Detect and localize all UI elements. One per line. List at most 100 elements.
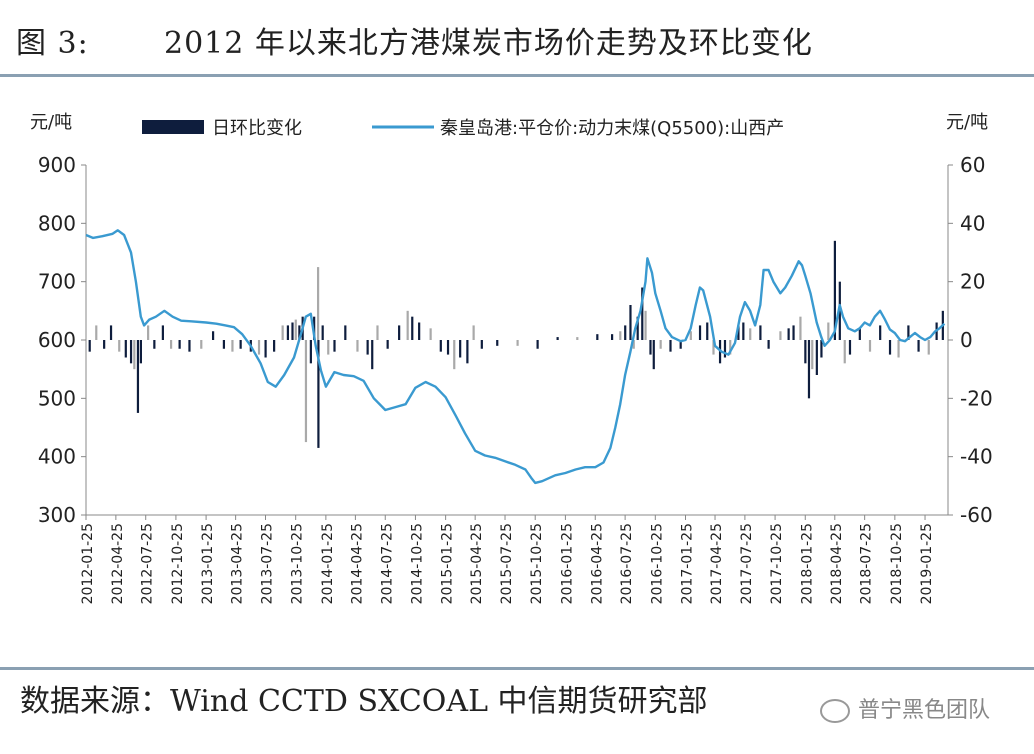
x-tick-label: 2015-07-25 — [499, 523, 515, 604]
bar — [231, 340, 234, 352]
bar — [304, 340, 308, 443]
bar — [644, 310, 647, 340]
x-tick-label: 2012-04-25 — [110, 523, 126, 604]
bar — [406, 310, 409, 340]
bar — [118, 340, 121, 352]
x-tick-label: 2016-10-25 — [649, 523, 665, 604]
bar — [759, 325, 762, 340]
bar — [344, 325, 347, 340]
bar — [136, 340, 140, 413]
source-note: 数据来源：Wind CCTD SXCOAL 中信期货研究部 — [20, 684, 708, 719]
x-tick-label: 2017-07-25 — [739, 523, 755, 604]
bottom-rule — [0, 667, 1034, 670]
bar — [927, 340, 930, 355]
bar — [418, 322, 421, 340]
bar — [907, 325, 910, 340]
legend: 日环比变化 秦皇岛港:平仓价:动力末煤(Q5500):山西产 — [142, 118, 784, 139]
bar — [619, 331, 622, 340]
bar — [386, 340, 389, 349]
bar — [632, 340, 635, 349]
bar — [281, 325, 284, 340]
bar — [291, 322, 294, 340]
legend-line-label: 秦皇岛港:平仓价:动力末煤(Q5500):山西产 — [440, 118, 784, 139]
bar — [446, 340, 450, 355]
bar — [804, 340, 807, 364]
x-tick-label: 2014-07-25 — [379, 523, 395, 604]
x-tick-label: 2012-07-25 — [140, 523, 156, 604]
bar — [480, 340, 483, 349]
x-tick-label: 2016-01-25 — [559, 523, 575, 604]
x-tick-label: 2012-10-25 — [170, 523, 186, 604]
legend-bar-swatch — [142, 120, 204, 134]
bar — [516, 340, 519, 346]
bar — [641, 287, 644, 340]
x-axis: 2012-01-25 2012-04-25 2012-07-25 2012-10-25… — [80, 514, 948, 604]
bar — [799, 316, 802, 340]
bar — [333, 340, 336, 352]
bar — [316, 267, 320, 340]
x-tick-label: 2013-10-25 — [290, 523, 306, 604]
bar — [596, 334, 599, 340]
right-tick-label: -60 — [960, 503, 993, 527]
x-tick-label: 2019-01-25 — [919, 523, 935, 604]
bar — [610, 334, 614, 340]
left-tick-label: 300 — [38, 503, 76, 527]
bar — [88, 340, 91, 352]
left-tick-label: 800 — [38, 211, 76, 235]
x-tick-label: 2015-04-25 — [469, 523, 485, 604]
bar — [439, 340, 442, 352]
x-tick-label: 2015-01-25 — [440, 523, 456, 604]
right-tick-label: 40 — [960, 211, 985, 235]
figure-number: 图 3: — [16, 26, 89, 61]
bar — [169, 340, 173, 349]
bar — [742, 322, 745, 340]
x-tick-label: 2018-04-25 — [829, 523, 845, 604]
bar — [767, 340, 770, 349]
bar — [737, 325, 740, 340]
bar-series — [88, 240, 944, 448]
bar — [327, 340, 330, 355]
bar — [103, 340, 106, 349]
bar — [792, 325, 795, 340]
bar — [652, 340, 655, 370]
bar — [398, 325, 401, 340]
legend-bar-label: 日环比变化 — [212, 118, 302, 139]
bar — [723, 340, 727, 358]
bar — [669, 340, 672, 352]
bar — [161, 325, 164, 340]
right-tick-label: 20 — [960, 270, 985, 294]
bar — [466, 340, 469, 364]
right-tick-label: -20 — [960, 386, 993, 410]
chart: 900 800 700 600 500 400 300 60 40 20 0 -20 -40 -60 2… — [30, 112, 993, 604]
x-tick-label: 2013-01-25 — [200, 523, 216, 604]
bar — [689, 331, 692, 340]
x-tick-label: 2014-10-25 — [409, 523, 425, 604]
bar — [624, 325, 627, 340]
x-tick-label: 2013-07-25 — [259, 523, 275, 604]
right-axis-unit: 元/吨 — [946, 112, 988, 133]
x-tick-label: 2016-04-25 — [589, 523, 605, 604]
right-tick-label: 60 — [960, 153, 985, 177]
bar — [239, 340, 242, 349]
figure-title: 图 3: 2012 年以来北方港煤炭市场价走势及环比变化 — [16, 18, 813, 62]
right-tick-label: -40 — [960, 445, 993, 469]
left-tick-label: 400 — [38, 445, 76, 469]
bar — [273, 340, 276, 352]
bar — [698, 325, 702, 340]
bar — [820, 340, 823, 358]
bar — [868, 340, 872, 352]
bar — [429, 328, 432, 340]
bar — [636, 316, 639, 340]
bar — [294, 319, 297, 340]
x-tick-label: 2014-01-25 — [320, 523, 336, 604]
bar — [917, 340, 920, 352]
x-tick-label: 2012-01-25 — [80, 523, 96, 604]
bar — [257, 340, 261, 355]
x-tick-label: 2018-07-25 — [859, 523, 875, 604]
bar — [459, 340, 462, 358]
bar — [556, 337, 559, 340]
left-tick-label: 500 — [38, 386, 76, 410]
bar — [188, 340, 191, 352]
bar — [356, 340, 359, 352]
bar — [286, 325, 290, 340]
